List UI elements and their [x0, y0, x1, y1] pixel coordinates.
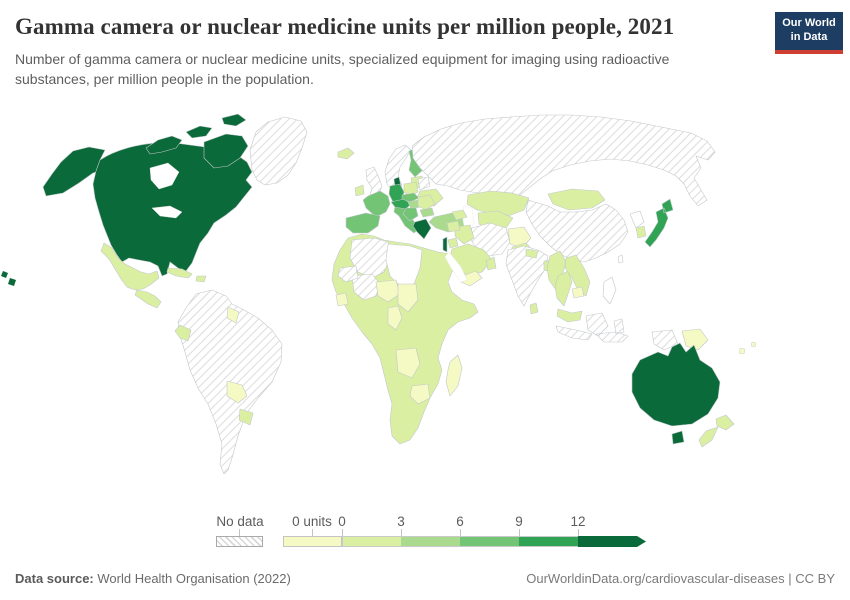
country-paraguay[interactable]	[226, 380, 248, 404]
page-title: Gamma camera or nuclear medicine units p…	[15, 14, 675, 39]
country-india[interactable]	[505, 245, 549, 307]
legend-tick	[519, 529, 520, 536]
owid-logo[interactable]: Our World in Data	[775, 12, 843, 54]
country-bulgaria[interactable]	[419, 207, 435, 218]
legend-bin-12-plus[interactable]	[578, 536, 646, 547]
country-nepal[interactable]	[525, 248, 539, 259]
legend-tick-label-3: 3	[397, 514, 405, 529]
country-france[interactable]	[362, 190, 391, 218]
country-japan[interactable]	[644, 198, 674, 248]
owid-logo-text: Our World in Data	[782, 17, 836, 43]
country-taiwan[interactable]	[617, 254, 624, 264]
country-iceland[interactable]	[337, 147, 355, 160]
country-new-zealand[interactable]	[698, 414, 735, 448]
country-russia[interactable]	[411, 114, 716, 207]
legend-no-data-label: No data	[216, 514, 264, 529]
region-balkans[interactable]	[402, 207, 419, 222]
pacific-islands[interactable]	[738, 341, 757, 355]
country-belarus[interactable]	[417, 176, 431, 191]
region-switzerland-austria[interactable]	[390, 198, 412, 210]
country-malaysia[interactable]	[556, 308, 583, 323]
country-mexico[interactable]	[100, 242, 160, 291]
legend-tick	[342, 529, 343, 536]
country-syria[interactable]	[446, 220, 461, 233]
region-central-america[interactable]	[134, 289, 162, 309]
country-mongolia[interactable]	[547, 188, 606, 211]
legend-bin-9-12[interactable]	[519, 536, 578, 547]
country-uruguay[interactable]	[238, 408, 254, 426]
country-romania[interactable]	[417, 194, 436, 211]
legend-tick-label-0: 0	[338, 514, 346, 529]
region-czech-slovakia[interactable]	[401, 192, 420, 203]
region-caucasus[interactable]	[451, 209, 468, 221]
legend-tick	[460, 529, 461, 536]
legend-zero-label: 0 units	[292, 514, 332, 529]
country-philippines[interactable]	[602, 276, 617, 305]
country-niger[interactable]	[375, 279, 401, 303]
country-alaska-usa[interactable]	[42, 146, 114, 197]
region-cameroon-gabon[interactable]	[387, 305, 403, 331]
country-china[interactable]	[525, 199, 629, 263]
legend-zero-swatch[interactable]	[283, 536, 342, 547]
country-angola[interactable]	[395, 347, 421, 379]
data-source-label: Data source:	[15, 571, 94, 586]
legend-tick	[312, 529, 313, 536]
country-iran[interactable]	[469, 222, 511, 257]
legend-no-data-swatch[interactable]	[216, 536, 263, 547]
country-chad[interactable]	[397, 283, 419, 313]
country-jordan[interactable]	[447, 237, 459, 249]
legend-tick	[578, 529, 579, 536]
legend-tick-label-6: 6	[456, 514, 464, 529]
country-israel[interactable]	[442, 236, 448, 253]
country-mali[interactable]	[351, 273, 381, 301]
country-afghanistan[interactable]	[507, 226, 532, 249]
country-sri-lanka[interactable]	[529, 302, 539, 315]
country-oman[interactable]	[485, 256, 497, 271]
region-tasmania[interactable]	[671, 430, 685, 445]
country-botswana[interactable]	[409, 383, 431, 405]
country-guinea[interactable]	[335, 292, 349, 307]
legend-bin-3-6[interactable]	[401, 536, 460, 547]
country-kazakhstan[interactable]	[466, 190, 530, 217]
hudson-bay	[149, 162, 180, 190]
data-source-value: World Health Organisation (2022)	[97, 571, 291, 586]
country-indonesia[interactable]	[555, 312, 679, 351]
region-laos-vietnam[interactable]	[564, 254, 591, 297]
country-cuba[interactable]	[166, 267, 193, 279]
legend-bin-0-3[interactable]	[342, 536, 401, 547]
region-spain-portugal[interactable]	[345, 212, 381, 234]
legend-gradient-bar	[342, 536, 646, 547]
legend-tick-label-12: 12	[570, 514, 586, 529]
country-greenland[interactable]	[249, 116, 308, 186]
data-source: Data source: World Health Organisation (…	[15, 571, 291, 586]
country-north-korea[interactable]	[629, 210, 645, 229]
country-south-korea[interactable]	[635, 225, 647, 239]
country-papua-new-guinea[interactable]	[681, 328, 709, 351]
country-canada-arctic-islands[interactable]	[145, 113, 249, 169]
country-mauritania[interactable]	[337, 265, 359, 283]
country-algeria[interactable]	[349, 237, 391, 279]
legend-tick	[239, 529, 240, 536]
legend-tick-label-9: 9	[515, 514, 523, 529]
legend-tick	[401, 529, 402, 536]
citation-link[interactable]: OurWorldinData.org/cardiovascular-diseas…	[526, 571, 835, 586]
country-cambodia[interactable]	[571, 286, 585, 299]
great-lakes	[151, 205, 183, 219]
legend-bin-6-9[interactable]	[460, 536, 519, 547]
red-sea	[444, 251, 468, 283]
country-madagascar[interactable]	[445, 354, 463, 397]
country-ireland[interactable]	[354, 184, 365, 197]
country-hispaniola[interactable]	[195, 275, 207, 283]
country-australia[interactable]	[631, 342, 721, 427]
country-guyana[interactable]	[226, 306, 240, 324]
country-greece[interactable]	[412, 218, 432, 240]
chart-subtitle: Number of gamma camera or nuclear medici…	[15, 51, 670, 87]
hawaii-usa[interactable]	[1, 271, 16, 286]
country-ecuador[interactable]	[174, 324, 192, 342]
